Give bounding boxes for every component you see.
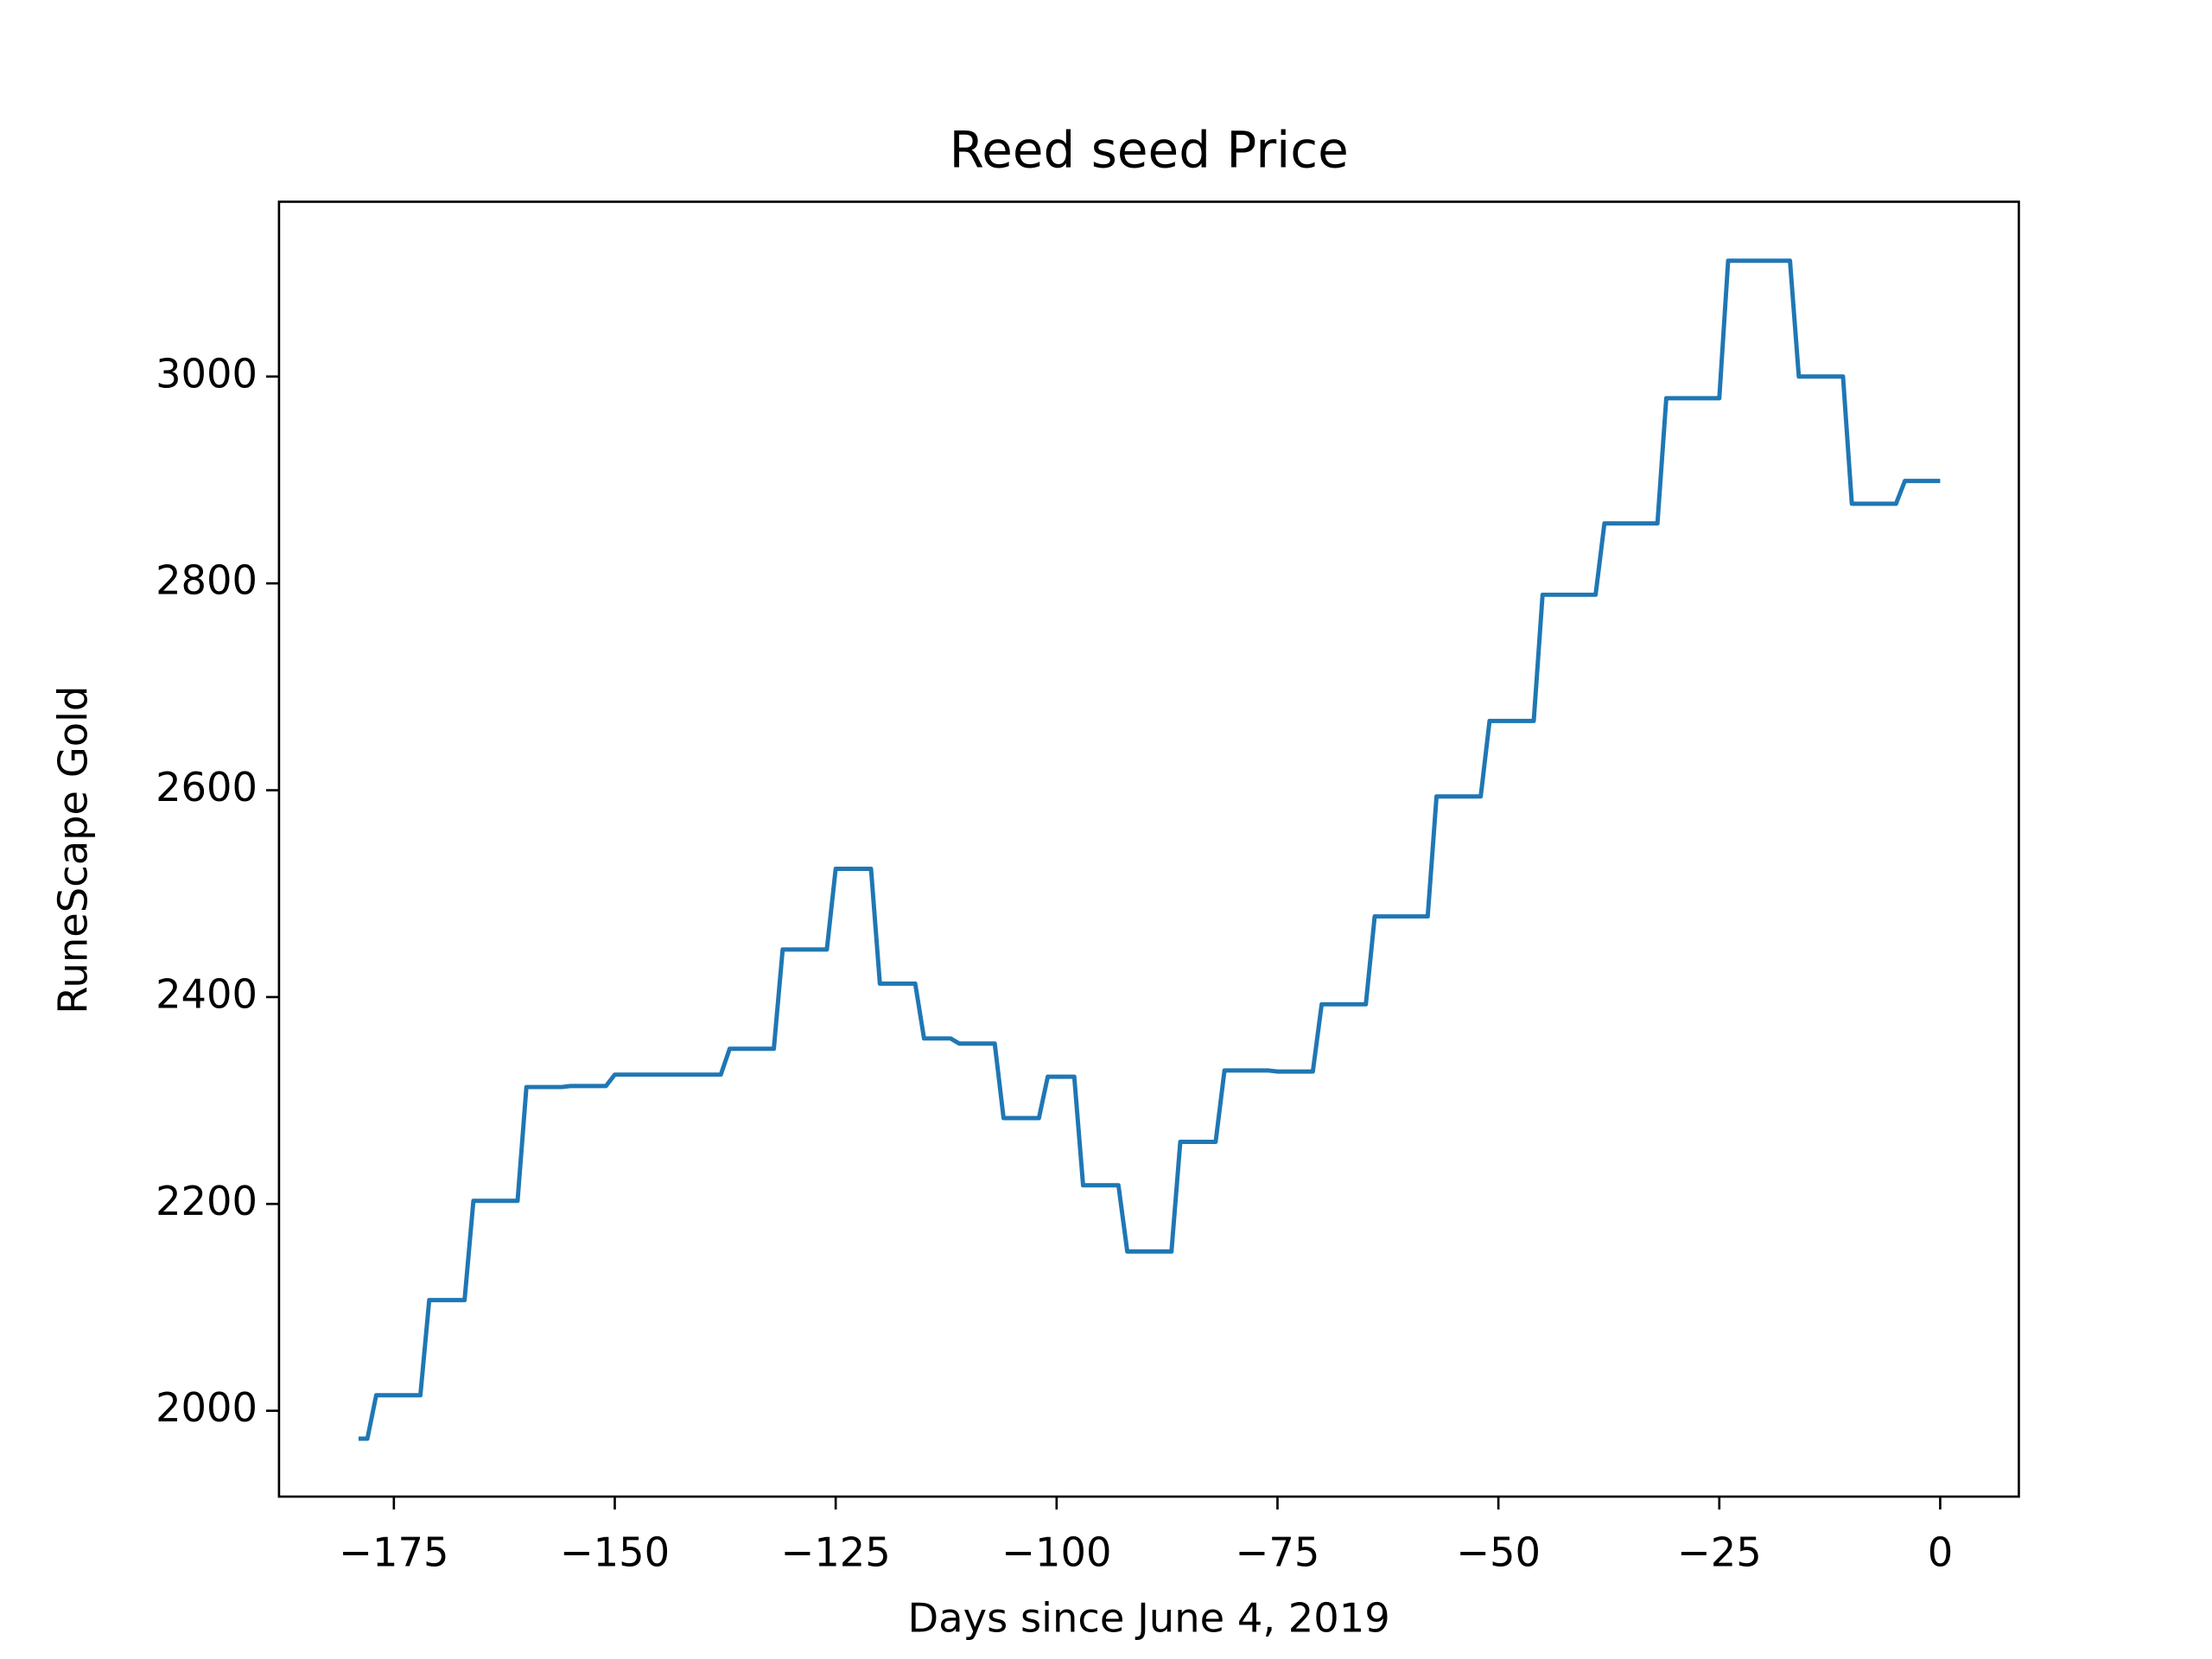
- chart-title: Reed seed Price: [950, 120, 1349, 179]
- y-tick-label: 2800: [156, 557, 257, 604]
- x-tick-label: −25: [1677, 1529, 1762, 1575]
- x-tick-label: 0: [1928, 1529, 1953, 1575]
- x-tick-label: −150: [560, 1529, 670, 1575]
- x-tick-label: −125: [780, 1529, 890, 1575]
- x-tick-label: −100: [1001, 1529, 1111, 1575]
- x-axis-label: Days since June 4, 2019: [908, 1595, 1390, 1642]
- y-tick-label: 3000: [156, 350, 257, 397]
- x-tick-label: −75: [1236, 1529, 1320, 1575]
- x-tick-label: −50: [1456, 1529, 1541, 1575]
- y-tick-label: 2200: [156, 1178, 257, 1224]
- x-tick-label: −175: [339, 1529, 448, 1575]
- y-tick-label: 2000: [156, 1384, 257, 1431]
- y-axis-label: RuneScape Gold: [49, 686, 96, 1014]
- y-tick-label: 2400: [156, 970, 257, 1017]
- plot-frame: [277, 200, 2020, 1498]
- data-line: [358, 258, 1941, 1441]
- y-tick-label: 2600: [156, 764, 257, 810]
